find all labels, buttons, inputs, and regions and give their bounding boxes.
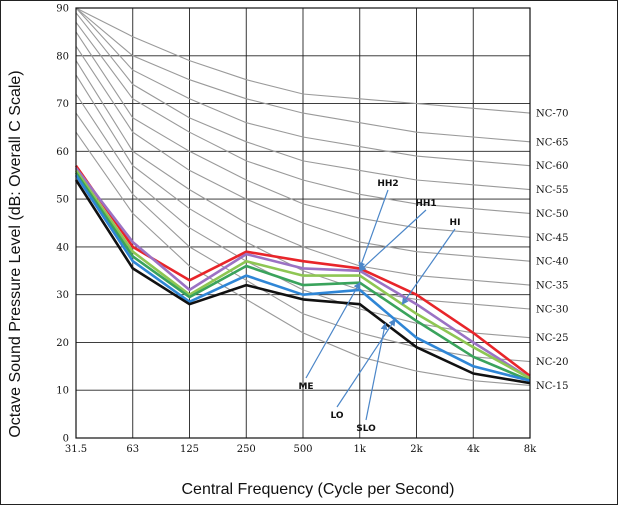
nc-curve-nc-65 [75,7,531,143]
annotation-arrow-hh1 [359,209,427,272]
series-line-hh1 [74,167,531,380]
annotation-arrow-hh2 [358,189,389,270]
annotation-arrow-lo [336,318,396,408]
nc-curve-nc-60 [75,7,531,167]
nc-curves-layer: NC-70 NC-65 NC-60 NC-55 NC-50 NC-45 NC-40 NC-35… [75,7,569,392]
series-line-lo [74,174,531,382]
nc-curve-nc-70 [75,7,531,114]
series-layer [74,164,531,385]
y-tick-label: 10 [56,386,69,397]
x-tick-label: 4k [467,444,480,455]
x-tick-label: 125 [180,444,199,455]
nc-label-nc-20: NC-20 [536,357,569,368]
annotation-arrow-hi [401,228,456,306]
nc-label-nc-70: NC-70 [536,109,569,120]
y-tick-label: 90 [56,4,69,15]
y-tick-label: 70 [56,99,69,110]
x-tick-label: 2k [410,444,423,455]
nc-label-nc-60: NC-60 [536,161,569,172]
x-tick-label: 8k [524,444,537,455]
x-tick-label: 1k [354,444,367,455]
x-tick-label: 63 [126,444,139,455]
series-line-hi [74,169,531,380]
annotation-arrow-me [305,281,361,379]
annotation-label-hh1: HH1 [415,199,436,209]
nc-label-nc-15: NC-15 [536,381,569,392]
x-tick-label: 250 [237,444,256,455]
annotation-label-lo: LO [330,411,343,421]
annotation-arrow-slo [365,322,388,421]
annotations-layer: HH2 HH1 HI ME LO SLO [298,179,460,434]
nc-curve-nc-45 [75,31,531,238]
nc-curve-nc-40 [75,45,531,262]
nc-curve-nc-30 [75,74,531,310]
nc-curve-nc-15 [75,131,531,386]
nc-curve-nc-35 [75,60,531,286]
y-tick-label: 60 [56,147,69,158]
series-line-slo [74,179,531,385]
nc-label-nc-45: NC-45 [536,233,569,244]
y-tick-label: 20 [56,338,69,349]
nc-label-nc-30: NC-30 [536,305,569,316]
x-tick-label: 31.5 [65,444,87,455]
x-tick-label: 500 [293,444,312,455]
y-tick-label: 50 [56,195,69,206]
nc-label-nc-40: NC-40 [536,257,569,268]
ticks-layer: 0 10 20 30 40 50 60 70 80 90 31.5 63 125 250 500 1k 2k 4k… [56,4,537,456]
y-tick-label: 0 [63,434,69,445]
annotation-label-hi: HI [450,218,461,228]
y-axis-label: Octave Sound Pressure Level (dB: Overall… [7,70,24,437]
nc-label-nc-65: NC-65 [536,137,569,148]
y-tick-label: 80 [56,51,69,62]
series-line-me [74,172,531,382]
annotation-label-slo: SLO [356,424,376,434]
plot-area-border [75,7,531,439]
x-axis-label: Central Frequency (Cycle per Second) [181,481,454,498]
nc-label-nc-50: NC-50 [536,209,569,220]
nc-label-nc-35: NC-35 [536,281,569,292]
nc-curve-nc-55 [75,12,531,191]
annotation-label-hh2: HH2 [377,179,398,189]
y-tick-label: 30 [56,290,69,301]
nc-curve-nc-20 [75,112,531,363]
nc-label-nc-25: NC-25 [536,333,569,344]
nc-curve-nc-50 [75,21,531,214]
annotation-label-me: ME [298,382,313,392]
nc-label-nc-55: NC-55 [536,185,569,196]
y-tick-label: 40 [56,242,69,253]
